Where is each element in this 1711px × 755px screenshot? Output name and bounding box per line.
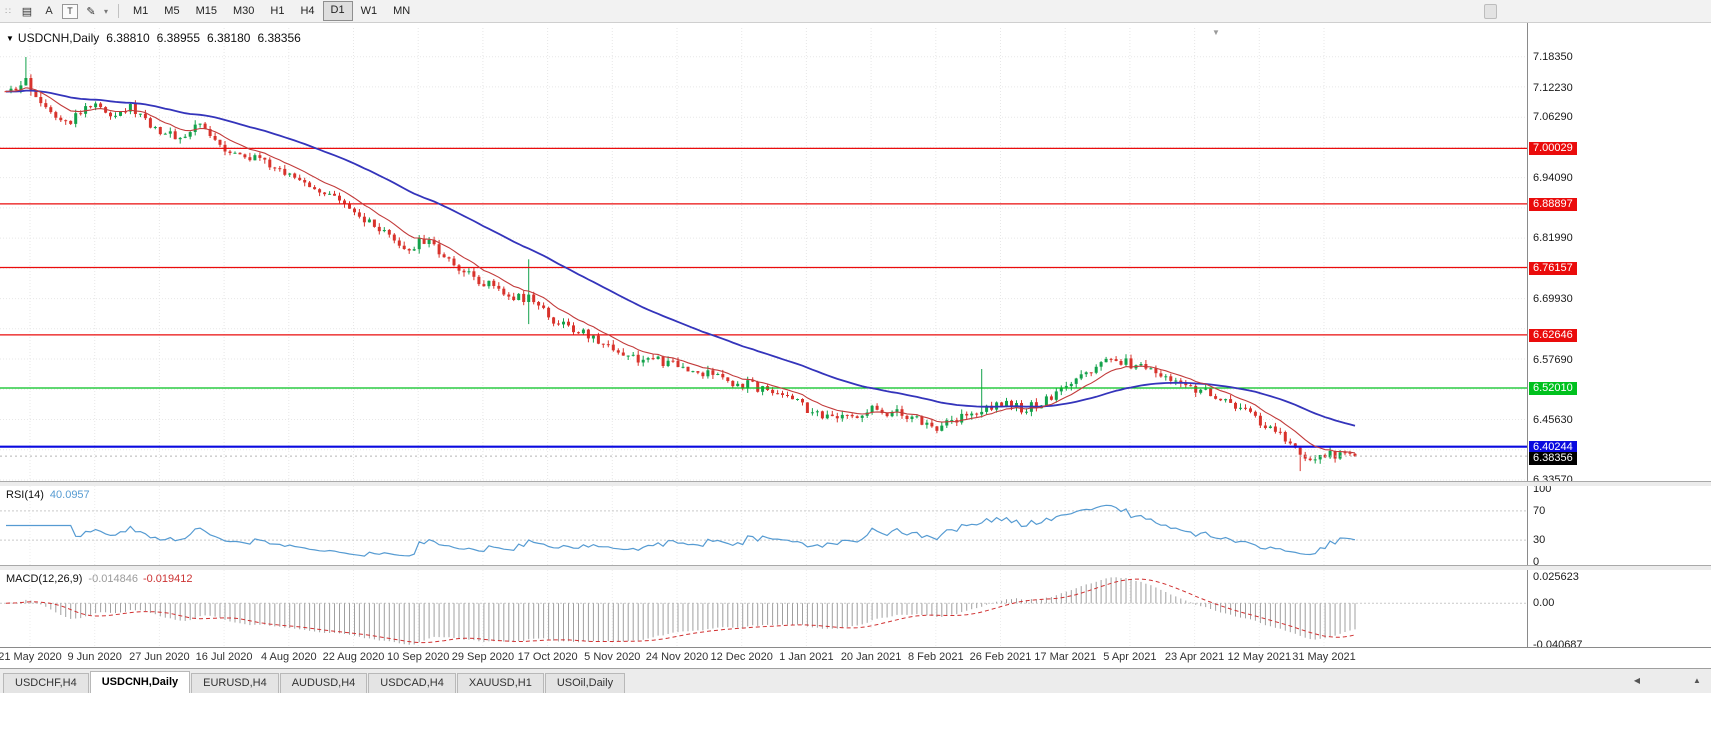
date-axis-label: 5 Apr 2021 [1103, 651, 1157, 663]
timeframe-w1-button[interactable]: W1 [360, 5, 378, 17]
chart-title: ▼ USDCNH,Daily 6.38810 6.38955 6.38180 6.3835… [6, 31, 301, 45]
date-axis-label: 17 Mar 2021 [1034, 651, 1097, 663]
collapse-triangle-icon[interactable]: ▼ [6, 34, 14, 43]
timeframe-button-group: M1 M5 M15 M30 H1 H4 D1 W1 MN [125, 1, 418, 21]
tab-usoil-daily[interactable]: USOil,Daily [544, 673, 626, 693]
date-axis-label: 5 Nov 2020 [584, 651, 641, 663]
hline-price-tag: 6.52010 [1529, 382, 1577, 395]
timeframe-m5-button[interactable]: M5 [164, 5, 180, 17]
hline-price-tag: 6.62646 [1529, 328, 1577, 342]
date-axis-label: 23 Apr 2021 [1164, 651, 1225, 663]
tab-scroll-controls: ◀ ▲ [1629, 669, 1711, 693]
date-axis-label: 17 Oct 2020 [517, 651, 578, 663]
rsi-name-label: RSI(14) [6, 489, 44, 501]
annotation-tool-icon[interactable]: A [45, 5, 53, 17]
macd-axis-label: 0.00 [1533, 597, 1555, 610]
price-axis-label: 6.69930 [1533, 292, 1573, 305]
timeframe-mn-button[interactable]: MN [393, 5, 411, 17]
rsi-axis-label: 0 [1533, 556, 1540, 568]
timeframe-m30-button[interactable]: M30 [232, 5, 255, 17]
date-axis-label: 4 Aug 2020 [260, 651, 317, 663]
tab-scroll-left-icon[interactable]: ◀ [1633, 675, 1641, 685]
macd-indicator-title: MACD(12,26,9) -0.014846 -0.019412 [6, 573, 193, 585]
chart-close-value: 6.38356 [257, 31, 301, 45]
dropdown-arrow-icon[interactable]: ▾ [103, 6, 108, 16]
macd-main-value: -0.014846 [88, 573, 138, 585]
rsi-panel[interactable] [0, 486, 1527, 565]
chart-shift-marker-icon[interactable]: ▼ [1212, 28, 1220, 37]
macd-name-label: MACD(12,26,9) [6, 573, 83, 585]
date-axis-label: 12 May 2021 [1227, 651, 1292, 663]
timeframe-m15-button[interactable]: M15 [195, 5, 217, 17]
macd-signal-value: -0.019412 [142, 573, 193, 585]
date-axis-label: 12 Dec 2020 [710, 651, 773, 663]
chart-high-value: 6.38955 [156, 31, 201, 45]
date-axis-label: 10 Sep 2020 [386, 651, 450, 663]
tab-xauusd-h1[interactable]: XAUUSD,H1 [456, 673, 544, 693]
date-axis-label: 1 Jan 2021 [779, 651, 834, 663]
date-axis-label: 9 Jun 2020 [67, 651, 122, 663]
price-axis-label: 6.81990 [1533, 232, 1573, 245]
chart-tabs: USDCHF,H4 USDCNH,Daily EURUSD,H4 AUDUSD,H4 U… [0, 669, 626, 693]
timeframe-h4-button[interactable]: H4 [300, 5, 315, 17]
tab-eurusd-h4[interactable]: EURUSD,H4 [191, 673, 279, 693]
date-axis-label: 24 Nov 2020 [645, 651, 709, 663]
date-axis-label: 8 Feb 2021 [907, 651, 964, 663]
rsi-indicator-title: RSI(14) 40.0957 [6, 489, 90, 501]
tab-usdchf-h4[interactable]: USDCHF,H4 [3, 673, 89, 693]
tab-usdcnh-daily[interactable]: USDCNH,Daily [89, 671, 191, 693]
toolbar-extra-button[interactable] [1484, 4, 1497, 19]
panel-splitter[interactable] [0, 565, 1711, 570]
rsi-axis-label: 30 [1533, 534, 1546, 547]
date-axis-label: 26 Feb 2021 [969, 651, 1032, 663]
price-axis-label: 7.12230 [1533, 81, 1573, 94]
text-tool-icon[interactable]: T [62, 3, 78, 19]
price-axis-label: 6.94090 [1533, 172, 1573, 184]
top-toolbar: ∷ ▤ A T ✎ ▾ M1 M5 M15 M30 H1 H4 D1 W1 MN [0, 0, 1711, 23]
toolbar-icon-group: ▤ A T ✎ ▾ [16, 2, 112, 20]
hline-price-tag: 6.76157 [1529, 261, 1577, 275]
chart-open-value: 6.38810 [106, 31, 150, 45]
chart-list-icon[interactable]: ▤ [21, 5, 33, 18]
rsi-axis-label: 70 [1533, 504, 1546, 517]
chart-low-value: 6.38180 [207, 31, 251, 45]
timeframe-m1-button[interactable]: M1 [133, 5, 149, 17]
price-axis-label: 6.45630 [1533, 413, 1573, 426]
timeframe-d1-button[interactable]: D1 [322, 1, 353, 21]
chart-symbol-label: USDCNH,Daily [17, 31, 100, 45]
toolbar-separator [118, 4, 119, 18]
date-axis-label: 20 Jan 2021 [840, 651, 902, 663]
date-axis-label: 16 Jul 2020 [195, 651, 253, 663]
toolbar-drag-handle-icon[interactable]: ∷ [5, 6, 11, 16]
hline-price-tag: 7.00029 [1529, 142, 1577, 156]
date-axis-label: 29 Sep 2020 [451, 651, 515, 663]
date-axis-label: 21 May 2020 [0, 651, 62, 663]
price-axis-label: 7.06290 [1533, 111, 1573, 124]
main-price-chart[interactable] [0, 28, 1527, 481]
date-axis-label: 27 Jun 2020 [129, 651, 190, 663]
rsi-axis-label: 100 [1533, 483, 1552, 495]
tab-scroll-up-icon[interactable]: ▲ [1693, 675, 1701, 685]
price-axis-label: 7.18350 [1533, 51, 1573, 63]
hline-price-tag: 6.88897 [1529, 197, 1577, 211]
chart-tab-bar: USDCHF,H4 USDCNH,Daily EURUSD,H4 AUDUSD,H4 U… [0, 668, 1711, 693]
date-axis[interactable]: 21 May 2020 9 Jun 2020 27 Jun 2020 16 Jul 2… [0, 647, 1711, 669]
hline-price-tag: 6.40244 [1529, 440, 1577, 454]
price-axis[interactable]: 7.18350 7.12230 7.06290 6.94090 6.81990 6.699… [1527, 22, 1711, 651]
date-axis-label: 31 May 2021 [1292, 651, 1356, 663]
rsi-value: 40.0957 [49, 489, 90, 501]
date-axis-label: 22 Aug 2020 [322, 651, 385, 663]
current-price-tag: 6.38356 [1529, 452, 1577, 466]
price-axis-label: 6.57690 [1533, 353, 1573, 366]
tab-audusd-h4[interactable]: AUDUSD,H4 [279, 673, 368, 693]
panel-splitter[interactable] [0, 481, 1711, 486]
timeframe-h1-button[interactable]: H1 [270, 5, 285, 17]
macd-axis-label: 0.025623 [1533, 571, 1579, 583]
tab-usdcad-h4[interactable]: USDCAD,H4 [368, 673, 456, 693]
macd-panel[interactable] [0, 570, 1527, 647]
draw-tool-icon[interactable]: ✎ [86, 5, 96, 18]
